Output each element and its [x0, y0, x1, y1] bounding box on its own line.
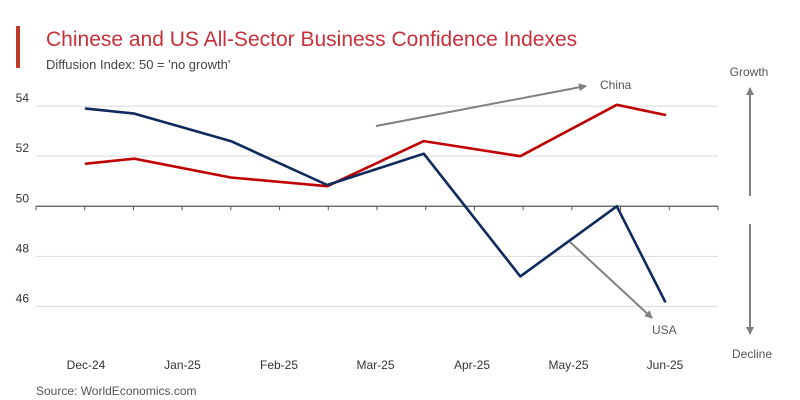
series-layer	[84, 103, 667, 303]
china-annotation-label: China	[600, 78, 632, 92]
x-tick-label: Jan-25	[164, 358, 201, 372]
x-tick-label: May-25	[548, 358, 588, 372]
x-tick-label: Jun-25	[647, 358, 684, 372]
y-tick-label: 54	[16, 91, 30, 105]
title-accent-bar	[16, 26, 20, 68]
series-line-china	[84, 103, 667, 188]
usa-annotation-label: USA	[652, 323, 677, 337]
chart-subtitle: Diffusion Index: 50 = 'no growth'	[46, 57, 231, 72]
grid-layer: 46 48 50 52 54 Dec-24 Jan-25 Feb-25 Mar-25 Apr-25…	[16, 91, 719, 372]
series-line-usa	[84, 107, 667, 303]
x-tick-label: Mar-25	[356, 358, 394, 372]
y-tick-label: 46	[16, 291, 30, 305]
usa-trend-arrow	[569, 241, 653, 319]
y-tick-label: 48	[16, 241, 30, 255]
growth-label: Growth	[730, 65, 769, 79]
chart-title: Chinese and US All-Sector Business Confi…	[46, 28, 578, 51]
x-tick-label: Apr-25	[454, 358, 490, 372]
china-trend-arrow	[375, 83, 587, 127]
y-tick-label: 52	[16, 141, 30, 155]
y-tick-label: 50	[16, 191, 30, 205]
x-tick-label: Dec-24	[67, 358, 106, 372]
x-tick-label: Feb-25	[260, 358, 298, 372]
decline-label: Decline	[732, 347, 772, 361]
source-note: Source: WorldEconomics.com	[36, 384, 197, 398]
